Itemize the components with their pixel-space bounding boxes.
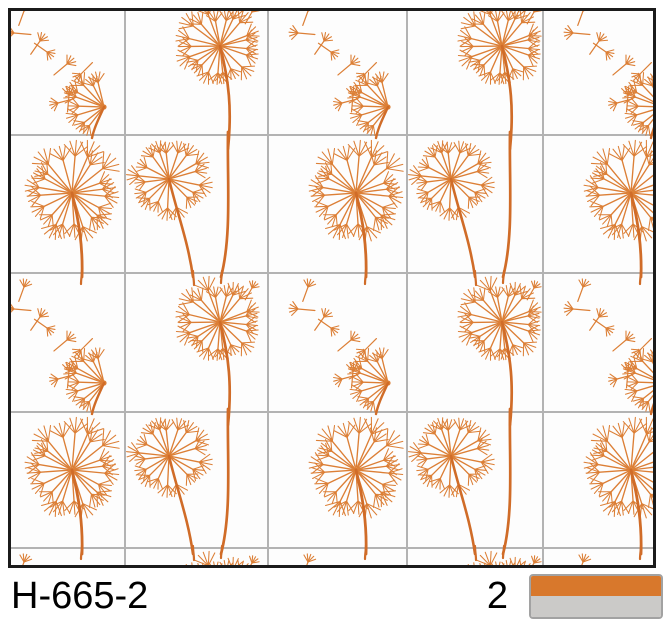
dandelion-pattern-svg: [11, 11, 653, 565]
product-code: H-665-2: [11, 575, 149, 617]
swatch-primary-color: [531, 575, 661, 596]
swatch-secondary-color: [531, 596, 661, 617]
caption-bar: H-665-2 2: [0, 568, 666, 624]
product-image[interactable]: [8, 8, 656, 568]
color-swatch: [529, 573, 663, 619]
color-count: 2: [486, 575, 508, 617]
